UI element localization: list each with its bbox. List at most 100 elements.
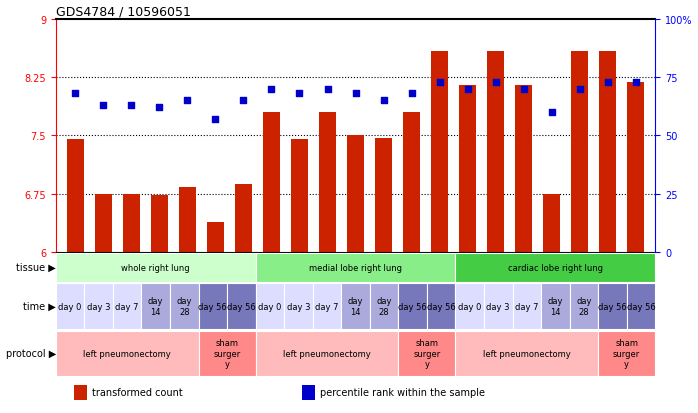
FancyBboxPatch shape <box>427 284 455 329</box>
Bar <box>599 52 616 252</box>
Text: day
14: day 14 <box>547 297 563 316</box>
Text: GDS4784 / 10596051: GDS4784 / 10596051 <box>56 5 191 19</box>
Text: day 7: day 7 <box>315 302 339 311</box>
Text: day 0: day 0 <box>59 302 82 311</box>
Text: cardiac lobe right lung: cardiac lobe right lung <box>508 263 603 272</box>
Text: day
14: day 14 <box>348 297 363 316</box>
FancyBboxPatch shape <box>255 253 455 282</box>
Bar <box>347 136 364 252</box>
Bar <box>302 385 315 400</box>
Bar <box>151 196 168 252</box>
FancyBboxPatch shape <box>113 284 142 329</box>
Bar <box>319 113 336 252</box>
Text: day 0: day 0 <box>458 302 482 311</box>
FancyBboxPatch shape <box>284 284 313 329</box>
Point <box>406 91 417 97</box>
FancyBboxPatch shape <box>484 284 512 329</box>
Text: day 3: day 3 <box>487 302 510 311</box>
Text: day 3: day 3 <box>87 302 110 311</box>
FancyBboxPatch shape <box>627 284 655 329</box>
Bar <box>291 140 308 252</box>
Point <box>630 79 641 86</box>
Point <box>574 86 585 93</box>
Bar <box>375 138 392 252</box>
Bar <box>431 52 448 252</box>
FancyBboxPatch shape <box>255 331 399 376</box>
Text: day 56: day 56 <box>198 302 227 311</box>
Text: percentile rank within the sample: percentile rank within the sample <box>320 387 484 397</box>
Bar <box>235 184 252 252</box>
Text: left pneumonectomy: left pneumonectomy <box>83 349 171 358</box>
FancyBboxPatch shape <box>313 284 341 329</box>
Text: day 7: day 7 <box>115 302 139 311</box>
Bar <box>459 85 476 252</box>
Point <box>294 91 305 97</box>
FancyBboxPatch shape <box>455 284 484 329</box>
Text: protocol ▶: protocol ▶ <box>6 349 56 358</box>
Text: time ▶: time ▶ <box>23 301 56 311</box>
Point <box>154 105 165 112</box>
FancyBboxPatch shape <box>142 284 170 329</box>
FancyBboxPatch shape <box>399 284 427 329</box>
Bar <box>67 140 84 252</box>
Bar <box>543 194 560 252</box>
Point <box>126 102 137 109</box>
FancyBboxPatch shape <box>455 331 598 376</box>
Bar <box>179 188 196 252</box>
Point <box>266 86 277 93</box>
Point <box>434 79 445 86</box>
Text: day
28: day 28 <box>177 297 192 316</box>
FancyBboxPatch shape <box>255 284 284 329</box>
FancyBboxPatch shape <box>56 253 255 282</box>
Text: medial lobe right lung: medial lobe right lung <box>309 263 402 272</box>
Text: day 0: day 0 <box>258 302 281 311</box>
Text: left pneumonectomy: left pneumonectomy <box>283 349 371 358</box>
Text: day
28: day 28 <box>376 297 392 316</box>
Text: day 56: day 56 <box>598 302 627 311</box>
Point <box>70 91 81 97</box>
Point <box>546 109 557 116</box>
FancyBboxPatch shape <box>455 253 655 282</box>
FancyBboxPatch shape <box>512 284 541 329</box>
Text: sham
surger
y: sham surger y <box>214 339 241 368</box>
Point <box>182 98 193 104</box>
FancyBboxPatch shape <box>370 284 399 329</box>
Text: day
14: day 14 <box>148 297 163 316</box>
Text: day 56: day 56 <box>399 302 427 311</box>
Bar <box>487 52 504 252</box>
Bar <box>74 385 87 400</box>
Text: tissue ▶: tissue ▶ <box>16 263 56 273</box>
FancyBboxPatch shape <box>198 284 227 329</box>
FancyBboxPatch shape <box>170 284 198 329</box>
Text: whole right lung: whole right lung <box>121 263 190 272</box>
Point <box>98 102 109 109</box>
FancyBboxPatch shape <box>198 331 255 376</box>
FancyBboxPatch shape <box>570 284 598 329</box>
Point <box>602 79 613 86</box>
Bar <box>628 83 644 252</box>
FancyBboxPatch shape <box>399 331 455 376</box>
FancyBboxPatch shape <box>341 284 370 329</box>
Point <box>490 79 501 86</box>
Point <box>462 86 473 93</box>
Point <box>378 98 389 104</box>
Text: day 56: day 56 <box>227 302 255 311</box>
FancyBboxPatch shape <box>84 284 113 329</box>
Bar <box>403 113 420 252</box>
FancyBboxPatch shape <box>598 331 655 376</box>
Text: sham
surger
y: sham surger y <box>613 339 640 368</box>
Text: left pneumonectomy: left pneumonectomy <box>483 349 571 358</box>
Text: sham
surger
y: sham surger y <box>413 339 440 368</box>
Point <box>350 91 361 97</box>
FancyBboxPatch shape <box>56 331 198 376</box>
Bar <box>515 85 532 252</box>
Point <box>322 86 333 93</box>
Text: day 56: day 56 <box>627 302 655 311</box>
Bar <box>95 194 112 252</box>
Text: day 7: day 7 <box>515 302 539 311</box>
FancyBboxPatch shape <box>598 284 627 329</box>
Bar <box>571 52 588 252</box>
Text: day 3: day 3 <box>287 302 310 311</box>
Bar <box>123 194 140 252</box>
Bar <box>263 113 280 252</box>
